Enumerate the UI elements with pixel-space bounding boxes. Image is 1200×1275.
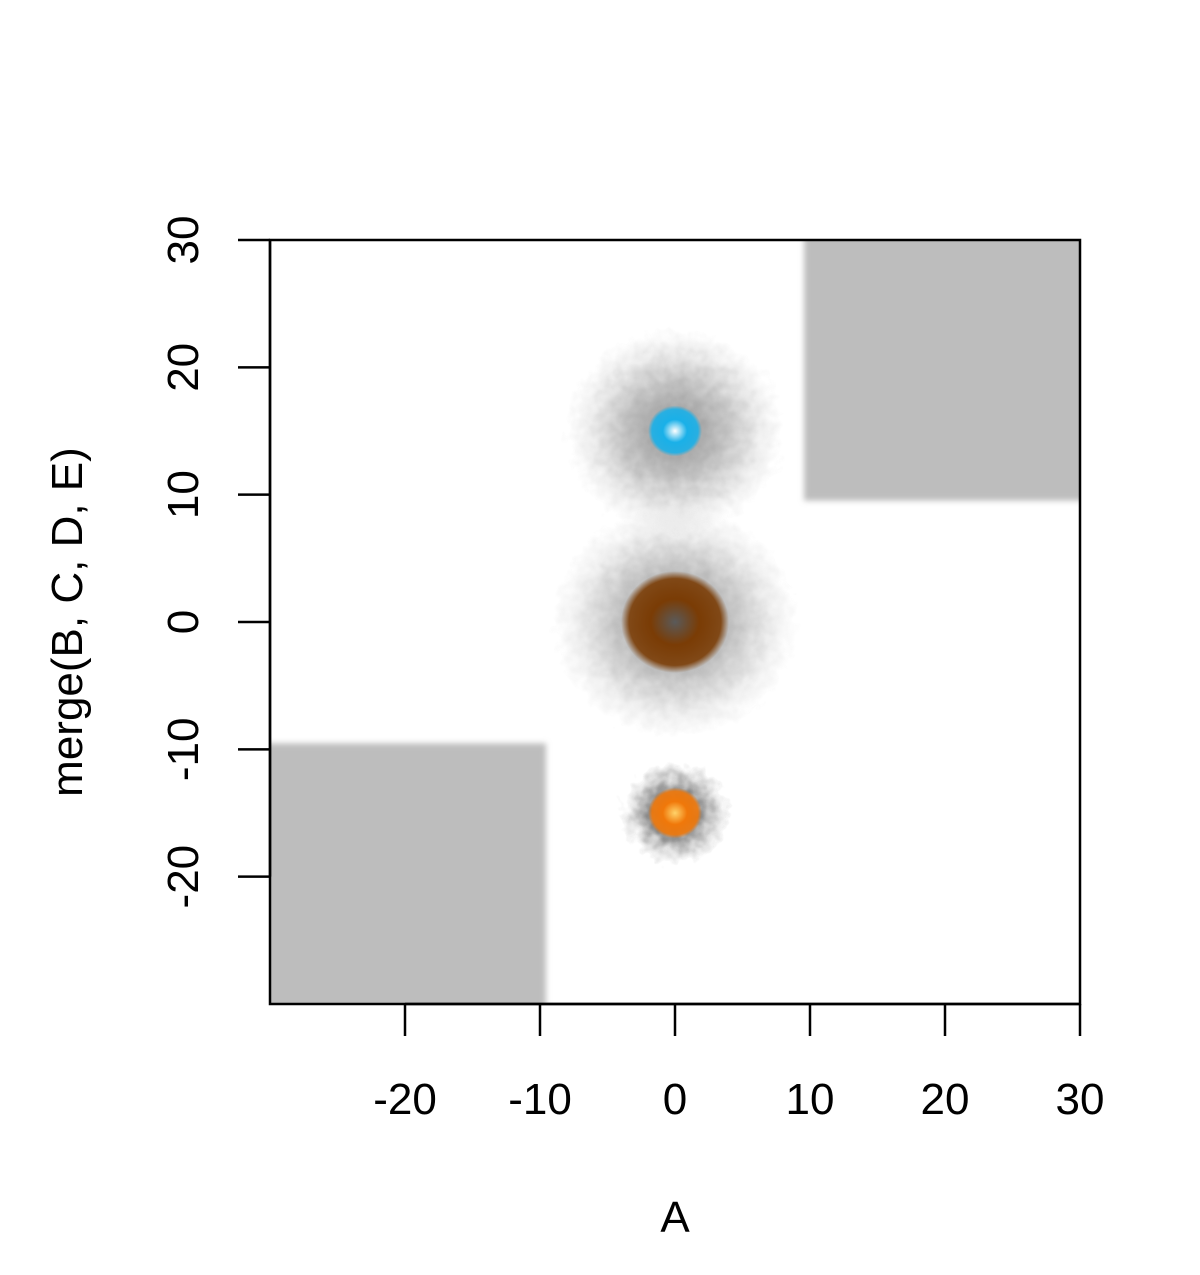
blob-core bbox=[621, 571, 729, 673]
density-blob-1 bbox=[567, 329, 783, 533]
y-tick-label: -10 bbox=[159, 718, 208, 782]
x-tick-label: 30 bbox=[1056, 1075, 1105, 1124]
y-tick-label: 30 bbox=[159, 216, 208, 265]
density-blob-3 bbox=[621, 762, 729, 864]
density-blob-2 bbox=[553, 507, 797, 737]
x-tick-label: 0 bbox=[663, 1075, 687, 1124]
y-tick-label: 0 bbox=[159, 610, 208, 634]
x-axis: -20 -10 0 10 20 30 bbox=[373, 1002, 1105, 1124]
blob-core bbox=[648, 787, 702, 839]
shaded-region-2 bbox=[804, 240, 1080, 501]
y-tick-label: 20 bbox=[159, 343, 208, 392]
x-axis-title: A bbox=[660, 1193, 690, 1242]
x-tick-label: 20 bbox=[921, 1075, 970, 1124]
x-tick-label: -10 bbox=[508, 1075, 572, 1124]
y-axis-title: merge(B, C, D, E) bbox=[43, 447, 92, 797]
shaded-region-1 bbox=[270, 743, 546, 1004]
y-axis: -20 -10 0 10 20 30 bbox=[159, 216, 272, 909]
x-tick-label: -20 bbox=[373, 1075, 437, 1124]
y-tick-label: -20 bbox=[159, 845, 208, 909]
y-tick-label: 10 bbox=[159, 470, 208, 519]
blob-core bbox=[648, 405, 702, 457]
x-tick-label: 10 bbox=[786, 1075, 835, 1124]
plot-area bbox=[270, 240, 1080, 1004]
